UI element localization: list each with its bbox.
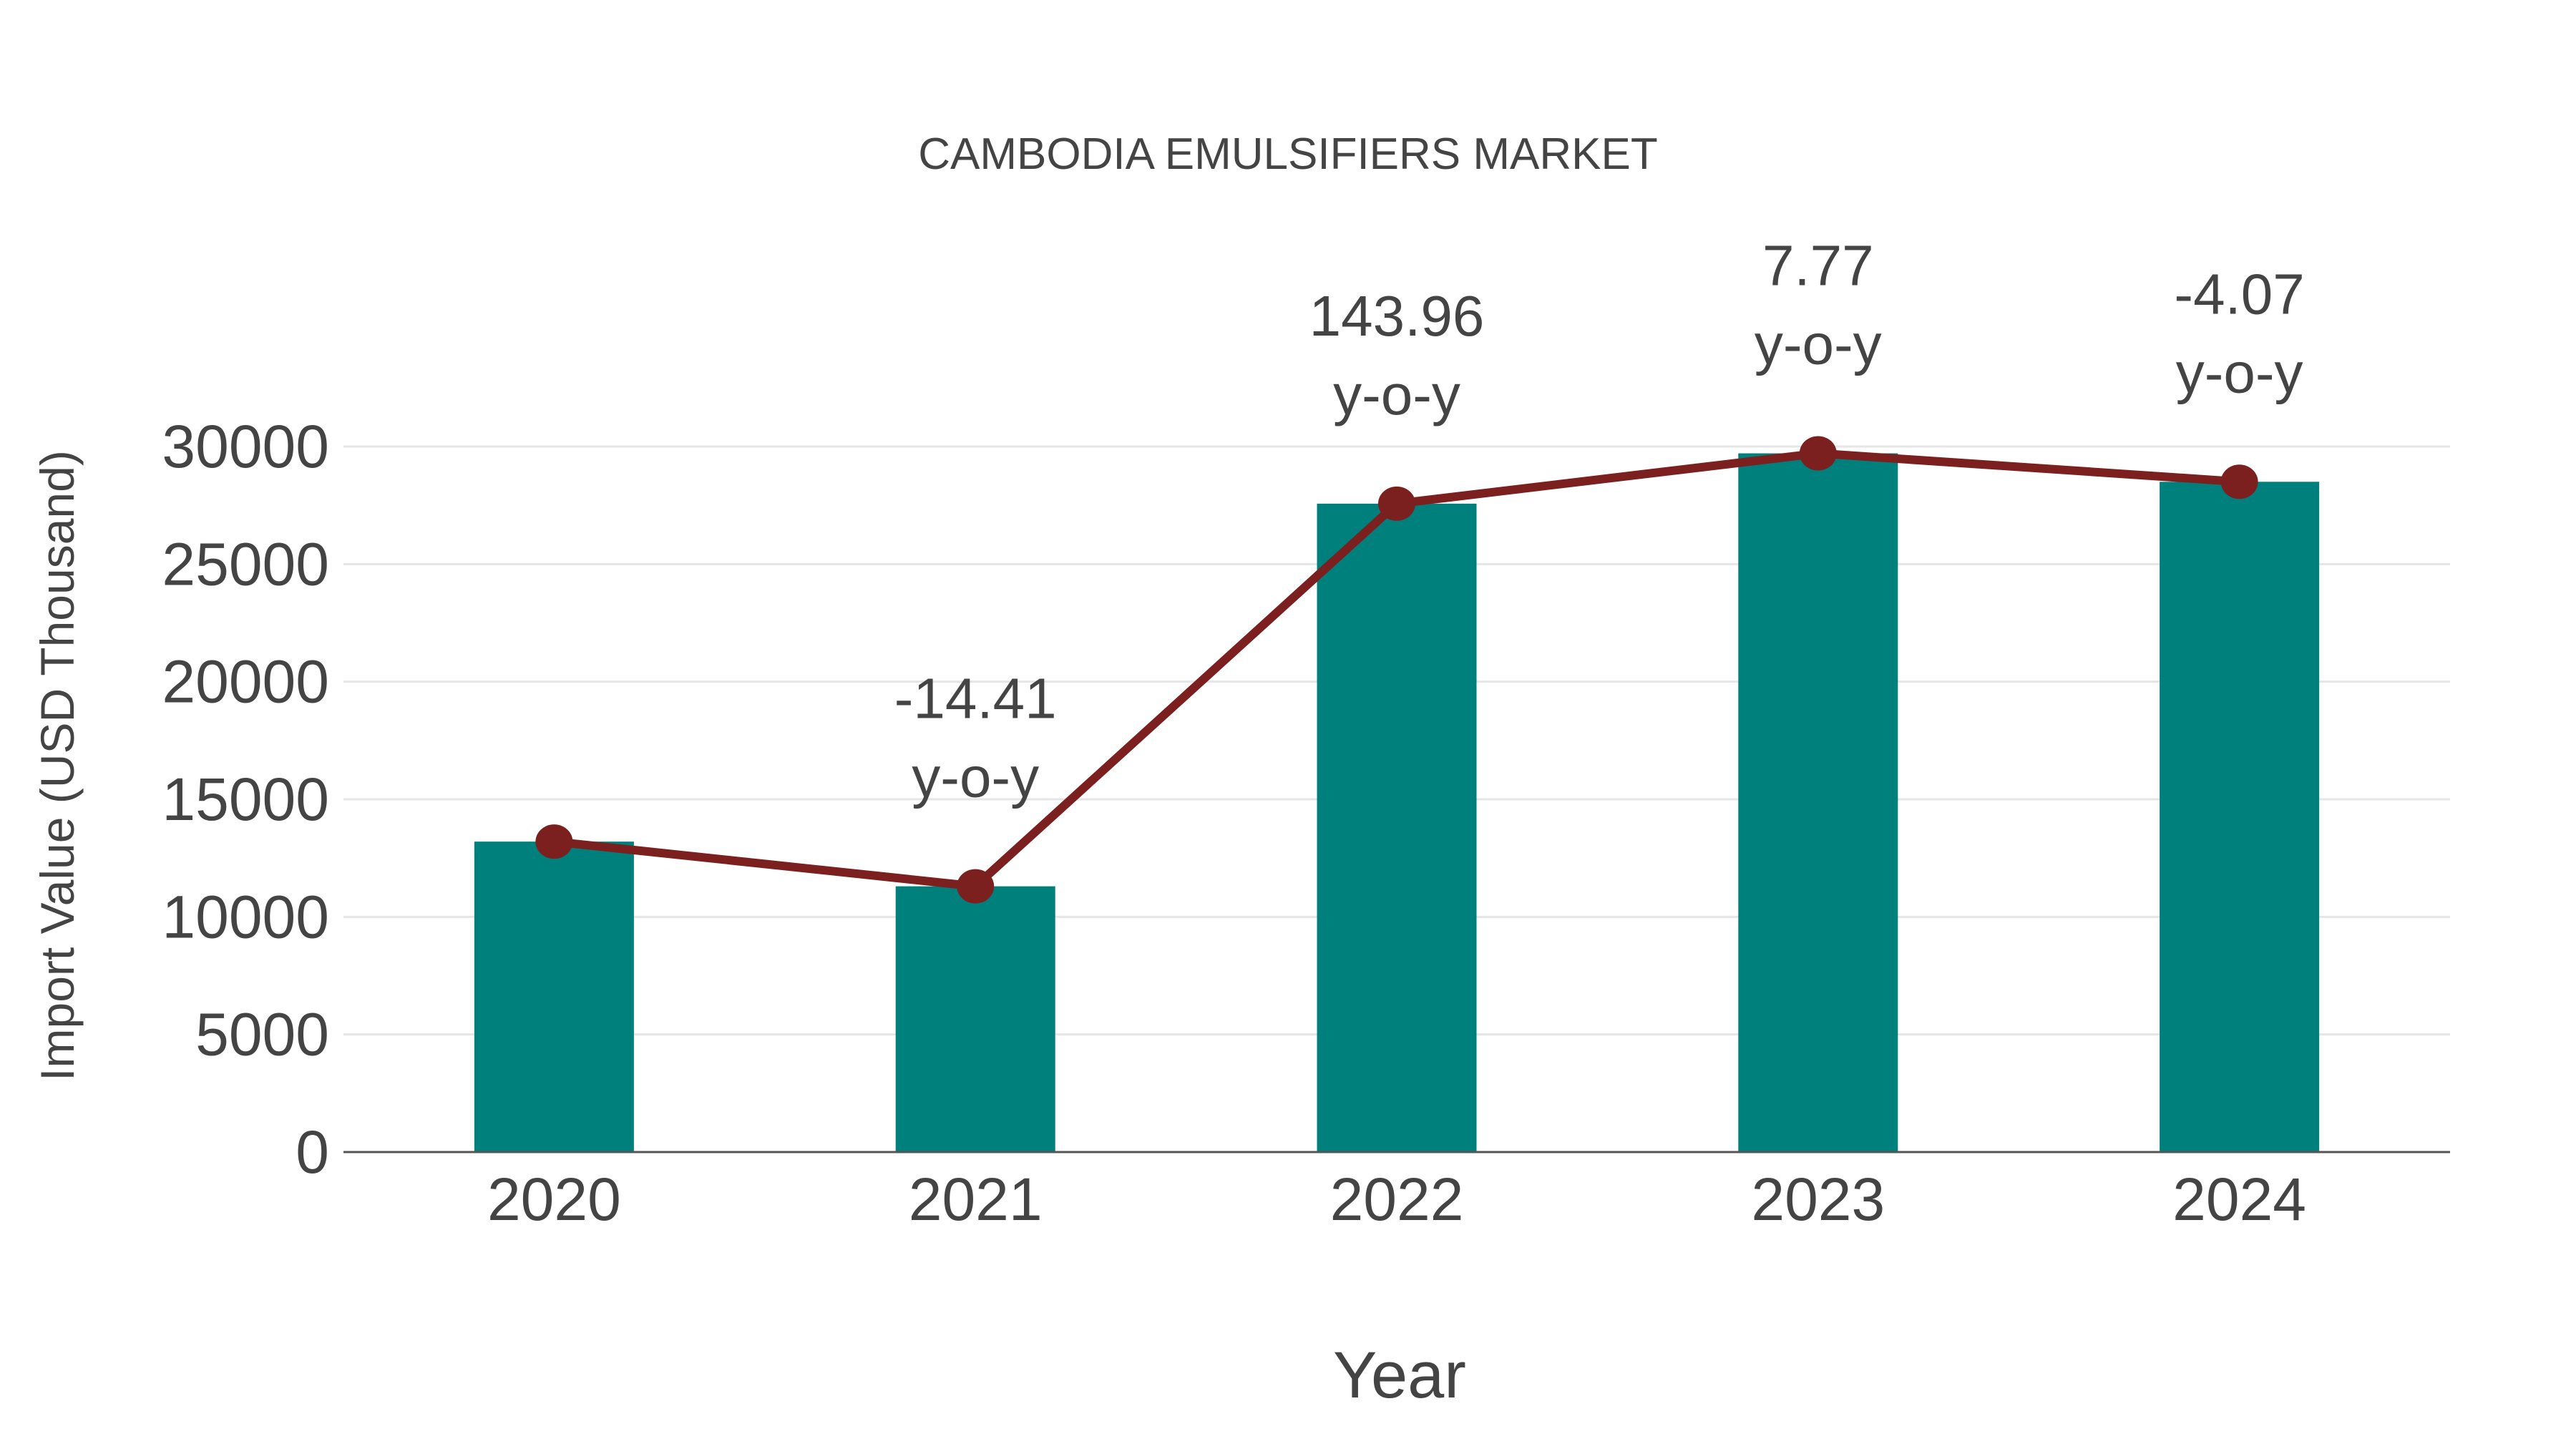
x-tick-label: 2023 [1751,1166,1885,1233]
y-tick-label: 25000 [162,530,329,597]
yoy-value: -14.41 [894,667,1057,731]
x-tick-label: 2021 [909,1166,1043,1233]
x-tick-label: 2020 [487,1166,621,1233]
yoy-suffix: y-o-y [1333,363,1460,426]
bar-2024 [2160,482,2320,1152]
yoy-value: 7.77 [1762,234,1874,298]
trend-marker [957,869,995,904]
trend-marker [2220,464,2258,499]
yoy-suffix: y-o-y [912,746,1039,809]
trend-marker [1799,436,1837,471]
yoy-value: 143.96 [1309,284,1485,348]
bar-2020 [474,841,634,1152]
x-axis-label: Year [1333,1339,1466,1412]
x-tick-label: 2022 [1330,1166,1464,1233]
yoy-suffix: y-o-y [2176,341,2303,404]
y-tick-label: 0 [296,1118,329,1186]
y-tick-label: 20000 [162,648,329,716]
bar-2021 [895,886,1055,1152]
yoy-suffix: y-o-y [1755,313,1882,376]
bar-2022 [1317,503,1477,1152]
y-tick-label: 30000 [162,413,329,480]
trend-marker [535,824,573,859]
trend-marker [1378,486,1415,521]
x-tick-label: 2024 [2172,1166,2306,1233]
y-tick-label: 5000 [195,1001,329,1068]
y-tick-label: 15000 [162,766,329,833]
y-tick-label: 10000 [162,883,329,950]
bar-2023 [1738,453,1898,1152]
yoy-value: -4.07 [2174,262,2304,326]
chart-title: CAMBODIA EMULSIFIERS MARKET [918,130,1658,179]
